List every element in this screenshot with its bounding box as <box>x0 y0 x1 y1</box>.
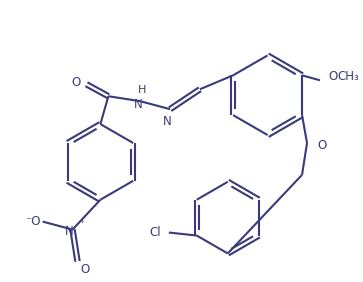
Text: ⁻O: ⁻O <box>25 215 41 228</box>
Text: ⁺: ⁺ <box>79 219 84 228</box>
Text: O: O <box>71 76 81 89</box>
Text: O: O <box>317 140 326 153</box>
Text: H: H <box>138 85 146 95</box>
Text: Cl: Cl <box>149 226 161 239</box>
Text: O: O <box>328 70 337 83</box>
Text: N: N <box>163 114 171 127</box>
Text: N: N <box>65 225 74 238</box>
Text: N: N <box>134 98 143 111</box>
Text: O: O <box>81 263 90 276</box>
Text: CH₃: CH₃ <box>337 70 359 83</box>
